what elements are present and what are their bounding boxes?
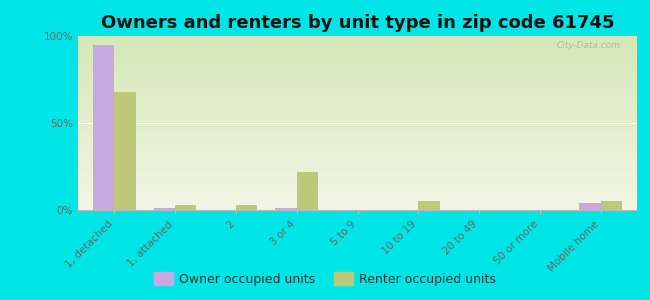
Bar (176, 205, 196, 210)
Bar (154, 208, 176, 210)
Bar (114, 92, 136, 210)
Bar (276, 208, 297, 210)
Bar (579, 203, 601, 210)
Legend: Owner occupied units, Renter occupied units: Owner occupied units, Renter occupied un… (149, 267, 501, 291)
Bar (601, 201, 622, 210)
Title: Owners and renters by unit type in zip code 61745: Owners and renters by unit type in zip c… (101, 14, 614, 32)
Text: City-Data.com: City-Data.com (556, 41, 620, 50)
Bar (93, 45, 114, 210)
Bar (236, 205, 257, 210)
Bar (297, 172, 318, 210)
Bar (418, 201, 439, 210)
